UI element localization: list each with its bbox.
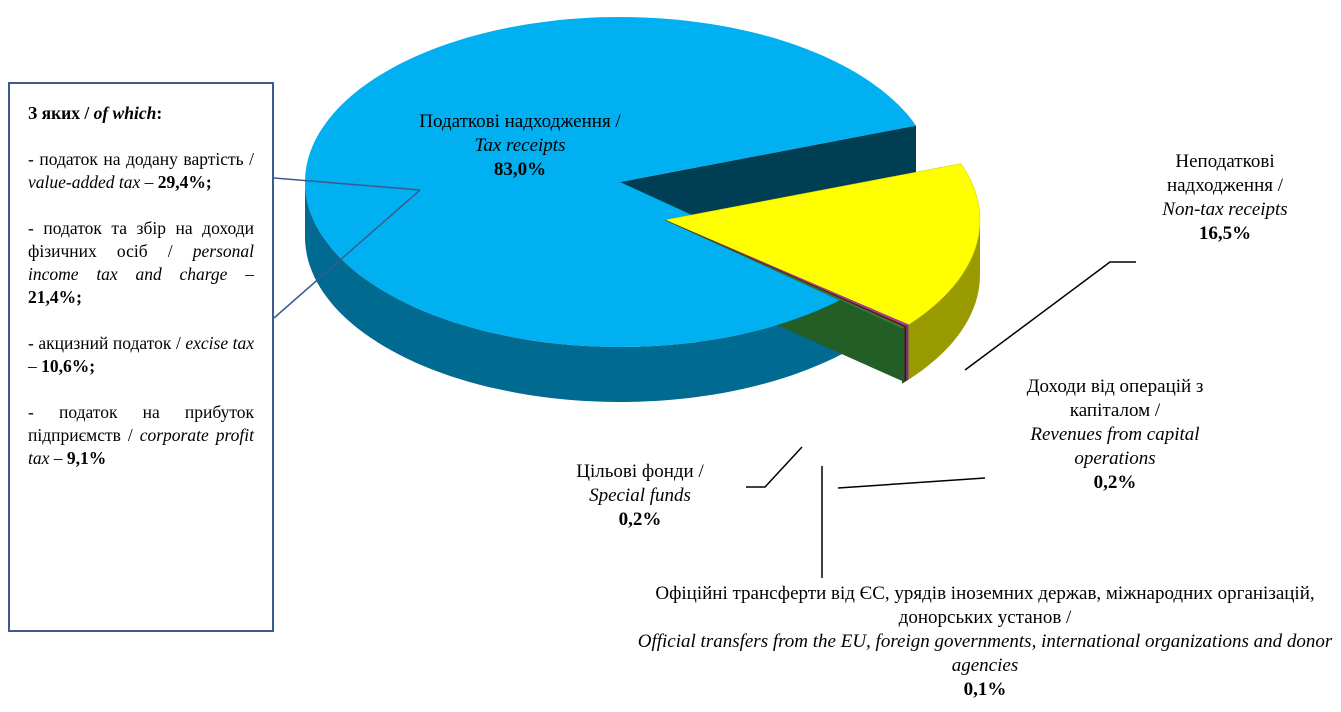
- item-value: 21,4%: [28, 287, 77, 307]
- item-end: ;: [89, 356, 96, 376]
- item-value: 9,1%: [66, 448, 107, 468]
- label-en: Non-tax receipts: [1162, 199, 1288, 220]
- item-value: 29,4%: [157, 172, 206, 192]
- slice-label: Неподаткові надходження / Non-tax receipt…: [1140, 150, 1310, 246]
- label-en: Special funds: [589, 485, 691, 506]
- box-connectors: [273, 177, 421, 319]
- label-en: Revenues from capital operations: [1030, 424, 1200, 469]
- slice-side: [908, 220, 980, 380]
- box-item: - податок на додану вартість / value-add…: [28, 148, 254, 194]
- box-item: - податок та збір на доходи фізичних осі…: [28, 217, 254, 309]
- item-dash: –: [245, 264, 254, 284]
- slice-label: Офіційні трансферти від ЄС, урядів інозе…: [625, 582, 1341, 702]
- box-title: З яких / of which:: [28, 102, 254, 125]
- label-uk: Доходи від операцій з капіталом /: [1026, 376, 1204, 421]
- box-title-end: :: [156, 103, 163, 123]
- leader-line: [837, 477, 986, 489]
- box-connector: [273, 177, 421, 191]
- box-item: - акцизний податок / excise tax – 10,6%;: [28, 332, 254, 378]
- box-connector: [273, 189, 421, 319]
- item-value: 10,6%: [41, 356, 90, 376]
- item-en: value-added tax: [28, 172, 141, 192]
- slice-cut-face: [620, 125, 916, 237]
- pie: [305, 17, 981, 402]
- item-uk: - податок та збір на доходи фізичних осі…: [28, 218, 254, 261]
- item-en: personal income tax and charge: [28, 241, 255, 284]
- label-uk: Офіційні трансферти від ЄС, урядів інозе…: [655, 583, 1315, 628]
- box-title-en: of which: [93, 103, 157, 123]
- value-label: 16,5%: [1198, 223, 1252, 244]
- item-en: corporate profit tax: [28, 425, 254, 468]
- label-uk: Податкові надходження /: [419, 111, 621, 132]
- slice-label: Цільові фонди / Special funds 0,2%: [550, 460, 730, 532]
- value-label: 0,1%: [963, 679, 1007, 700]
- label-en: Tax receipts: [474, 135, 566, 156]
- label-uk: Цільові фонди /: [576, 461, 704, 482]
- item-end: ;: [205, 172, 212, 192]
- leader-line: [746, 446, 803, 488]
- leader-lines: [746, 261, 1136, 578]
- slice-label: Доходи від операцій з капіталом / Revenue…: [990, 375, 1240, 495]
- label-en: Official transfers from the EU, foreign …: [637, 631, 1333, 676]
- item-uk: - акцизний податок /: [28, 333, 181, 353]
- breakdown-box: З яких / of which: - податок на додану в…: [8, 82, 274, 632]
- item-en: excise tax: [185, 333, 255, 353]
- box-title-uk: З яких /: [28, 103, 90, 123]
- item-dash: –: [28, 356, 37, 376]
- item-uk: - податок на прибуток підприємств /: [28, 402, 254, 445]
- item-uk: - податок на додану вартість /: [28, 149, 254, 169]
- box-item: - податок на прибуток підприємств / corp…: [28, 401, 254, 470]
- leader-line: [964, 261, 1136, 371]
- slice-label: Податкові надходження / Tax receipts 83,0%: [370, 110, 670, 182]
- item-dash: –: [53, 448, 63, 468]
- item-end: ;: [76, 287, 82, 307]
- slice-side: [305, 182, 857, 402]
- value-label: 83,0%: [493, 159, 547, 180]
- item-dash: –: [144, 172, 154, 192]
- value-label: 0,2%: [1093, 472, 1137, 493]
- value-label: 0,2%: [618, 509, 662, 530]
- slice: [664, 219, 906, 329]
- label-uk: Неподаткові надходження /: [1166, 151, 1284, 196]
- slice: [664, 163, 981, 325]
